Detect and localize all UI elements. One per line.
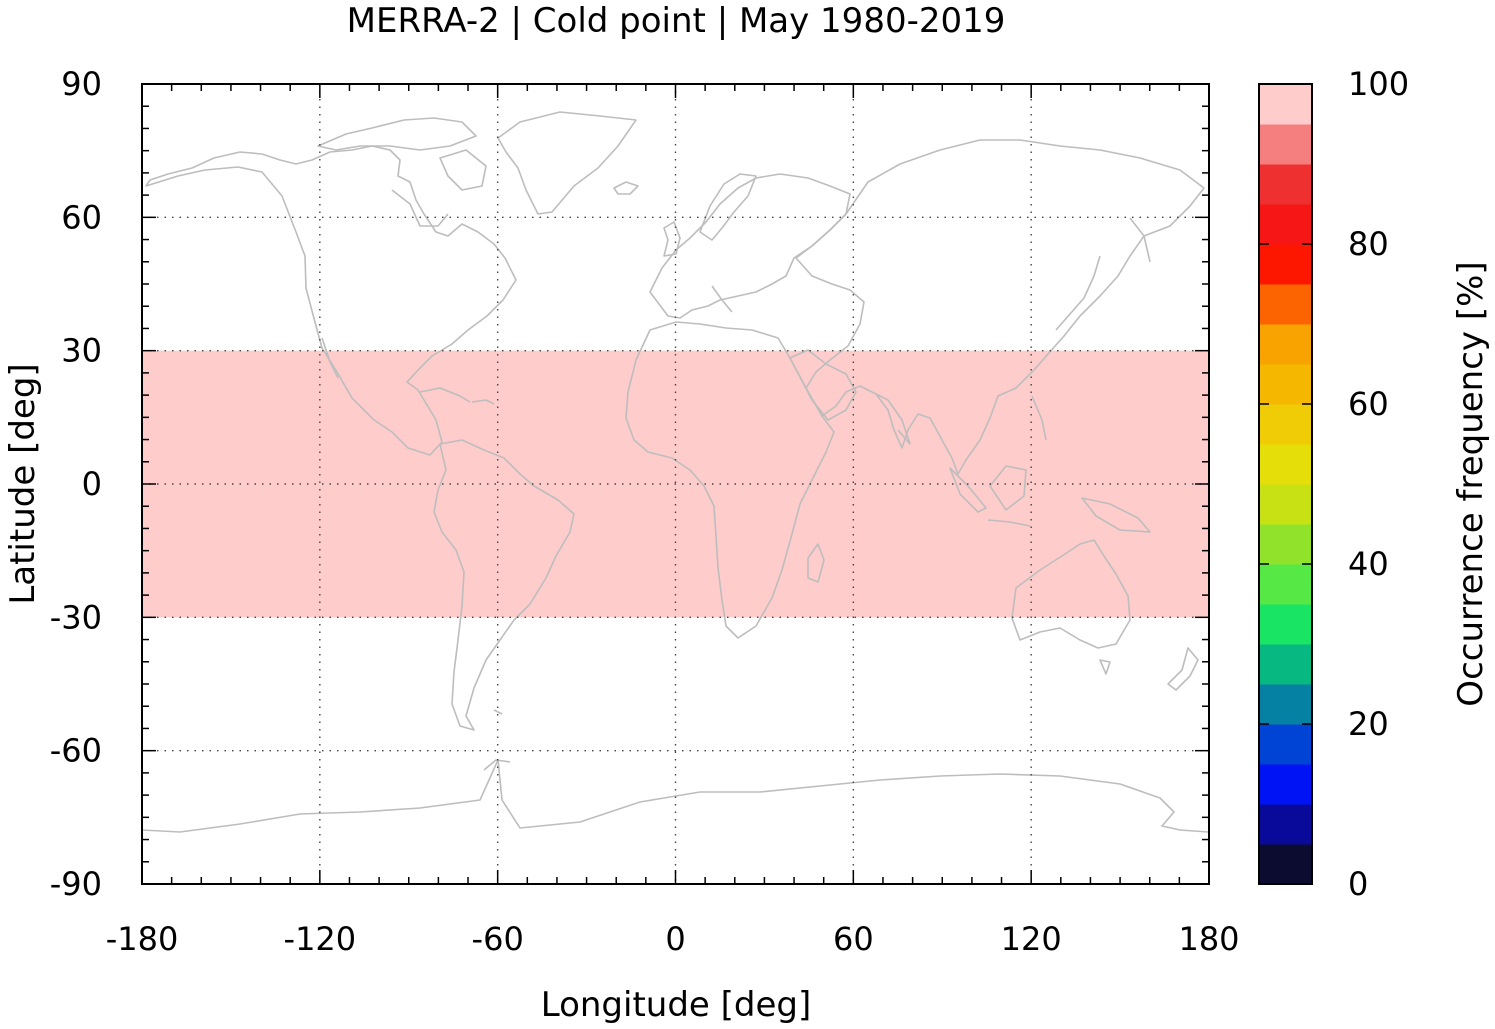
colorbar-frame: [1258, 83, 1313, 885]
chart-title: MERRA-2 | Cold point | May 1980-2019: [347, 1, 1006, 41]
colorbar-swatch: [1259, 684, 1312, 725]
x-tick-label: -180: [106, 920, 179, 958]
colorbar-swatch: [1259, 604, 1312, 645]
colorbar-tick-label: 0: [1348, 865, 1368, 903]
coastline-arabia: [789, 349, 857, 421]
coastline-australia: [1011, 539, 1131, 649]
colorbar-swatch: [1259, 444, 1312, 485]
colorbar-swatch: [1259, 524, 1312, 565]
grid-lines: [142, 84, 1209, 884]
x-tick-label: 180: [1178, 920, 1239, 958]
plot-area: [141, 83, 1210, 885]
colorbar-swatch: [1259, 284, 1312, 325]
coastline-italy: [711, 285, 733, 313]
y-tick-label: 90: [61, 65, 102, 103]
coastline-new-zealand: [1167, 647, 1199, 691]
colorbar-swatch: [1259, 164, 1312, 205]
coastline-falklands: [493, 709, 503, 715]
colorbar-tick-label: 100: [1348, 65, 1409, 103]
coastline-iceland: [613, 181, 639, 195]
x-tick-label: 60: [833, 920, 874, 958]
coastline-antarctic-peninsula: [483, 759, 511, 771]
coastline-baffin: [439, 149, 487, 191]
colorbar-swatch: [1259, 364, 1312, 405]
colorbar-swatch: [1259, 204, 1312, 245]
y-tick-label: -90: [50, 865, 102, 903]
axis-ticks: [141, 83, 1210, 885]
coastline-japan: [1055, 255, 1101, 331]
coastline-south-america: [433, 439, 575, 731]
y-axis-label: Latitude [deg]: [3, 363, 43, 604]
x-tick-label: 0: [665, 920, 685, 958]
colorbar-swatch: [1259, 724, 1312, 765]
colorbar-swatch: [1259, 404, 1312, 445]
coastline-madagascar: [807, 543, 825, 583]
y-tick-label: 30: [61, 332, 102, 370]
colorbar-swatch: [1259, 84, 1312, 125]
coastline-hudson: [391, 189, 449, 227]
coastline-scandinavia: [699, 173, 757, 241]
coastline-hispaniola: [471, 399, 495, 405]
coastline-greenland: [497, 111, 637, 215]
colorbar-tick-label: 80: [1348, 225, 1389, 263]
coastline-india: [875, 393, 911, 445]
coastline-asia: [795, 139, 1205, 475]
coastline-sumatra: [949, 467, 987, 513]
coastline-borneo: [989, 465, 1027, 511]
colorbar-tick-labels: 0 20 40 60 80 100: [1348, 65, 1409, 903]
coastline-africa: [625, 321, 835, 639]
y-tick-label: 60: [61, 198, 102, 236]
colorbar-swatch: [1259, 484, 1312, 525]
coastline-philippines: [1031, 395, 1047, 441]
coastline-north-america: [145, 145, 517, 456]
y-tick-labels: 90 60 30 0 -30 -60 -90: [50, 65, 102, 903]
coastline-antarctica: [141, 759, 1209, 833]
y-tick-label: -60: [50, 732, 102, 770]
y-tick-label: -30: [50, 598, 102, 636]
coastline-java: [987, 519, 1031, 527]
colorbar-swatch: [1259, 244, 1312, 285]
x-tick-label: -60: [472, 920, 524, 958]
colorbar: [1258, 83, 1313, 885]
colorbar-swatch: [1259, 324, 1312, 365]
coastline-britain: [663, 221, 681, 257]
coastline-arctic-islands: [317, 117, 477, 151]
x-tick-labels: -180 -120 -60 0 60 120 180: [106, 920, 1240, 958]
colorbar-tick-label: 40: [1348, 545, 1389, 583]
colorbar-swatch: [1259, 844, 1312, 885]
coastline-tasmania: [1099, 659, 1111, 675]
colorbar-swatch: [1259, 564, 1312, 605]
colorbar-label: Occurrence frequency [%]: [1451, 261, 1491, 706]
colorbar-swatch: [1259, 804, 1312, 845]
coastline-kamchatka: [1129, 217, 1151, 263]
coastline-baja: [321, 337, 339, 379]
colorbar-tick-label: 60: [1348, 385, 1389, 423]
colorbar-tick-label: 20: [1348, 705, 1389, 743]
coastline-new-guinea: [1081, 497, 1151, 533]
colorbar-swatch: [1259, 124, 1312, 165]
x-tick-label: -120: [284, 920, 357, 958]
x-tick-label: 120: [1001, 920, 1062, 958]
coastline-cuba: [419, 387, 471, 403]
x-axis-label: Longitude [deg]: [541, 985, 812, 1025]
colorbar-swatch: [1259, 764, 1312, 805]
plot-frame: [141, 83, 1210, 885]
colorbar-swatch: [1259, 644, 1312, 685]
y-tick-label: 0: [82, 465, 102, 503]
coastlines: [141, 111, 1209, 833]
